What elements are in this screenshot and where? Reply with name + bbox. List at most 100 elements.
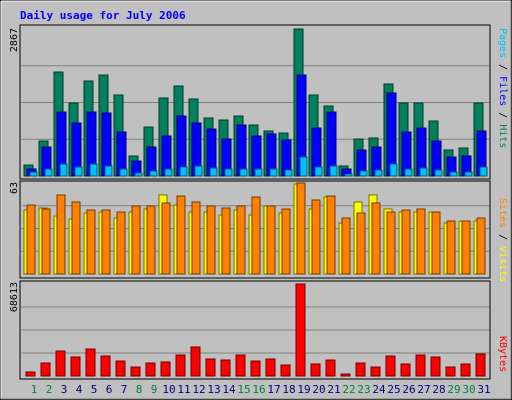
- hits-pages-bar-7: [119, 168, 128, 177]
- legend-pages-files-hits: Pages / Files / Hits: [497, 28, 508, 148]
- x-label-4: 4: [76, 383, 83, 396]
- legend-mid-2: Visits: [497, 246, 508, 282]
- visits-sites-bar-29: [446, 220, 456, 275]
- x-label-21: 21: [327, 383, 340, 396]
- legend-mid-1: /: [497, 228, 508, 246]
- x-label-20: 20: [312, 383, 325, 396]
- kbytes-kbytes-bar-28: [430, 356, 441, 377]
- hits-pages-bar-8: [134, 172, 143, 177]
- visits-sites-bar-9: [146, 205, 156, 275]
- visits-sites-bar-19: [296, 182, 306, 275]
- visits-sites-bar-27: [416, 208, 426, 275]
- hits-pages-bar-14: [224, 168, 233, 177]
- kbytes-kbytes-bar-7: [115, 360, 126, 377]
- x-label-19: 19: [297, 383, 310, 396]
- visits-sites-bar-24: [371, 202, 381, 275]
- x-axis-labels: 1 2 3 4 5 6 7 8 9 10 11 12 13 14 15 16 17 18 19 20 21 22 23 24 2…: [31, 383, 491, 396]
- visits-sites-bar-26: [401, 209, 411, 275]
- chart-title: Daily usage for July 2006: [20, 9, 186, 22]
- hits-pages-bar-27: [419, 167, 428, 177]
- x-label-27: 27: [417, 383, 430, 396]
- hits-pages-bar-12: [194, 165, 203, 177]
- kbytes-kbytes-bar-13: [205, 358, 216, 377]
- hits-files-bar-15: [236, 124, 247, 177]
- visits-sites-bar-25: [386, 211, 396, 275]
- kbytes-kbytes-bar-29: [445, 366, 456, 377]
- hits-pages-bar-9: [149, 170, 158, 177]
- hits-pages-bar-6: [104, 165, 113, 177]
- hits-pages-bar-4: [74, 166, 83, 177]
- kbytes-kbytes-bar-26: [400, 363, 411, 377]
- visits-sites-bar-17: [266, 205, 276, 275]
- visits-sites-bar-16: [251, 196, 261, 275]
- hits-pages-bar-29: [449, 171, 458, 177]
- x-label-23: 23: [357, 383, 370, 396]
- visits-sites-bar-4: [71, 201, 81, 275]
- x-label-15: 15: [237, 383, 250, 396]
- x-label-8: 8: [136, 383, 143, 396]
- kbytes-kbytes-bar-27: [415, 354, 426, 377]
- hits-pages-bar-15: [239, 168, 248, 177]
- visits-sites-bar-2: [41, 208, 51, 275]
- kbytes-kbytes-bar-31: [475, 353, 486, 377]
- hits-pages-bar-13: [209, 167, 218, 177]
- kbytes-kbytes-bar-19: [295, 283, 306, 377]
- x-label-2: 2: [46, 383, 53, 396]
- visits-sites-bar-20: [311, 199, 321, 275]
- x-label-6: 6: [106, 383, 113, 396]
- visits-sites-bar-7: [116, 211, 126, 275]
- x-label-14: 14: [222, 383, 236, 396]
- kbytes-kbytes-bar-4: [70, 356, 81, 377]
- visits-sites-bar-23: [356, 212, 366, 275]
- visits-sites-bar-13: [206, 205, 216, 275]
- visits-sites-bar-21: [326, 195, 336, 275]
- x-label-22: 22: [342, 383, 355, 396]
- kbytes-kbytes-bar-6: [100, 355, 111, 377]
- kbytes-kbytes-bar-21: [325, 359, 336, 377]
- hits-pages-bar-26: [404, 168, 413, 177]
- hits-pages-bar-3: [59, 163, 68, 177]
- x-label-7: 7: [121, 383, 128, 396]
- kbytes-kbytes-bar-20: [310, 363, 321, 377]
- kbytes-kbytes-bar-9: [145, 362, 156, 377]
- x-label-3: 3: [61, 383, 68, 396]
- kbytes-kbytes-bar-15: [235, 354, 246, 377]
- hits-pages-bar-19: [299, 156, 308, 177]
- kbytes-kbytes-bar-8: [130, 366, 141, 377]
- visits-max-label: 63: [9, 182, 20, 194]
- x-label-24: 24: [372, 383, 386, 396]
- kbytes-kbytes-bar-30: [460, 363, 471, 377]
- x-label-1: 1: [31, 383, 38, 396]
- kbytes-kbytes-bar-18: [280, 364, 291, 377]
- kbytes-kbytes-bar-14: [220, 359, 231, 377]
- x-label-30: 30: [462, 383, 475, 396]
- x-label-9: 9: [151, 383, 158, 396]
- kbytes-kbytes-bar-16: [250, 360, 261, 377]
- x-label-13: 13: [207, 383, 220, 396]
- hits-pages-bar-30: [464, 171, 473, 177]
- x-label-28: 28: [432, 383, 445, 396]
- legend-mid-0: Sites: [497, 198, 508, 228]
- visits-sites-bar-28: [431, 211, 441, 275]
- kbytes-kbytes-bar-23: [355, 362, 366, 377]
- hits-pages-bar-11: [179, 166, 188, 177]
- x-label-18: 18: [282, 383, 295, 396]
- hits-pages-bar-22: [344, 173, 353, 177]
- kbytes-kbytes-bar-17: [265, 358, 276, 377]
- bars: [23, 28, 488, 377]
- hits-pages-bar-17: [269, 168, 278, 177]
- legend-bottom-0: KBytes: [497, 336, 508, 372]
- visits-sites-bar-14: [221, 207, 231, 275]
- kbytes-max-label: 68613: [9, 282, 20, 312]
- visits-sites-bar-11: [176, 195, 186, 275]
- hits-pages-bar-21: [329, 165, 338, 177]
- kbytes-kbytes-bar-12: [190, 346, 201, 377]
- kbytes-kbytes-bar-1: [25, 371, 36, 377]
- visits-sites-bar-8: [131, 205, 141, 275]
- visits-sites-bar-22: [341, 217, 351, 275]
- legend-top-2: Files: [497, 76, 508, 106]
- visits-sites-bar-30: [461, 220, 471, 275]
- kbytes-kbytes-bar-25: [385, 355, 396, 377]
- kbytes-kbytes-bar-5: [85, 348, 96, 377]
